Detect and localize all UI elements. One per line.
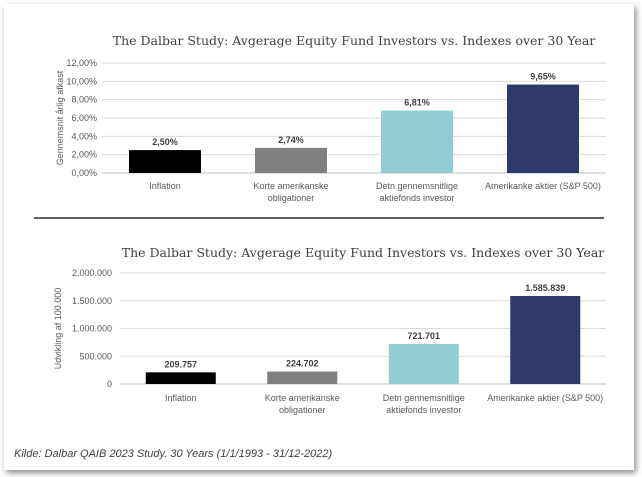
chart1-category-label-line: obligationer [268,193,315,203]
chart1-y-tick-label: 12,00% [66,58,97,68]
chart2-category-label: Detn gennemsnitlige aktiefonds investor [383,393,465,415]
chart2-category-label-line: Inflation [165,393,197,403]
chart2-category-label-line: aktiefonds investor [386,405,461,415]
chart1-y-tick-label: 4,00% [71,131,97,141]
chart1-data-label: 2,74% [278,135,304,145]
chart1-bar [507,84,579,173]
chart2-data-label: 209.757 [164,359,197,369]
chart1-y-axis-label: Gennemsnit årlig afkast [55,70,65,165]
chart2-data-label: 721.701 [407,331,440,341]
chart2-y-axis-label: Udvikling af 100.000 [53,288,63,370]
chart1-category-label: Amerikanke aktier (S&P 500) [485,181,601,191]
chart1-bar [129,150,201,173]
chart2-bar [510,295,581,384]
chart2-y-tick-label: 1.500.000 [72,296,112,306]
chart2-category-label-line: obligationer [279,405,326,415]
chart1-y-tick-label: 6,00% [71,113,97,123]
chart1-bar [255,147,327,173]
chart1-category-label-line: Inflation [149,181,181,191]
chart2-bar [388,343,459,384]
chart2-category-label: Korte amerikanske obligationer [265,393,340,415]
chart1-category-label-line: Detn gennemsnitlige [376,181,458,191]
chart2-title: The Dalbar Study: Avgerage Equity Fund I… [122,245,605,260]
chart1-bar [381,110,453,173]
chart2-category-label-line: Korte amerikanske [265,393,340,403]
chart1-title: The Dalbar Study: Avgerage Equity Fund I… [113,33,596,48]
chart1-category-label: Korte amerikanske obligationer [253,181,328,203]
chart1-y-tick-label: 10,00% [66,76,97,86]
chart2-data-label: 224.702 [286,359,319,369]
chart1-data-label: 6,81% [404,98,430,108]
chart1-y-tick-label: 2,00% [71,150,97,160]
chart2-y-tick-label: 2.000.000 [72,268,112,278]
source-note: Kilde: Dalbar QAIB 2023 Study. 30 Years … [14,448,333,460]
chart1-data-label: 2,50% [152,137,178,147]
chart2-y-tick-label: 500.000 [79,351,112,361]
chart2-category-label: Inflation [165,393,197,403]
chart2-bar [267,371,338,384]
chart1-data-label: 9,65% [530,72,556,82]
chart2-category-label-line: Amerikanke aktier (S&P 500) [487,393,603,403]
chart1-category-label: Detn gennemsnitlige aktiefonds investor [376,181,458,203]
chart1-category-label-line: Korte amerikanske [253,181,328,191]
chart2-y-tick-label: 1.000.000 [72,324,112,334]
chart2-bar [145,372,216,384]
chart1-category-label-line: aktiefonds investor [379,193,454,203]
chart1-y-tick-label: 8,00% [71,95,97,105]
chart2-category-label: Amerikanke aktier (S&P 500) [487,393,603,403]
chart1-y-tick-label: 0,00% [71,168,97,178]
chart2-category-label-line: Detn gennemsnitlige [383,393,465,403]
chart2-data-label: 1.585.839 [525,283,565,293]
chart1-category-label: Inflation [149,181,181,191]
chart2-y-tick-label: 0 [107,379,112,389]
chart1-category-label-line: Amerikanke aktier (S&P 500) [485,181,601,191]
